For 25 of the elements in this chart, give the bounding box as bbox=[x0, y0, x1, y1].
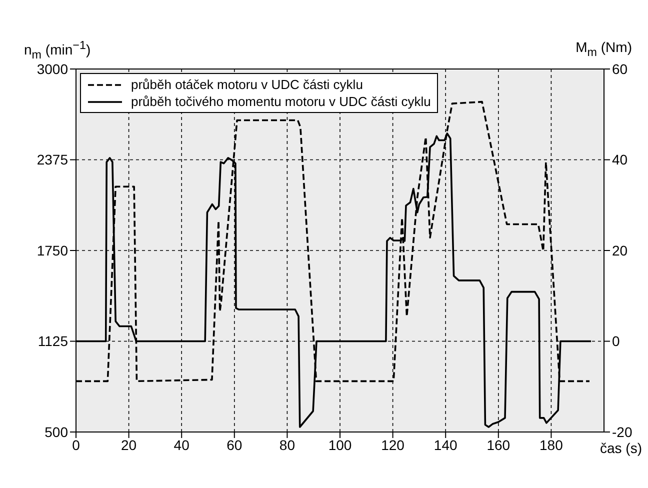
y2-tick-label: 20 bbox=[612, 242, 628, 258]
y2-tick-label: -20 bbox=[612, 424, 632, 440]
x-tick-label: 100 bbox=[328, 436, 352, 453]
y-tick-label: 2375 bbox=[36, 152, 68, 168]
x-tick-label: 140 bbox=[434, 436, 458, 453]
x-tick-label: 20 bbox=[121, 436, 137, 453]
y2-axis-title: M$_{m}$ (Nm) bbox=[576, 39, 632, 59]
x-tick-label: 60 bbox=[226, 436, 242, 453]
legend-label: průběh točivého momentu motoru v UDC části cyklu bbox=[131, 93, 431, 110]
y2-tick-label: 60 bbox=[612, 60, 628, 77]
y-tick-label: 1125 bbox=[38, 333, 68, 350]
x-tick-label: 80 bbox=[279, 436, 296, 453]
y2-tick-label: 0 bbox=[612, 333, 620, 350]
x-tick-label: 40 bbox=[174, 436, 190, 453]
y-tick-label: 500 bbox=[44, 424, 68, 440]
x-tick-label: 0 bbox=[72, 436, 80, 453]
y-tick-label: 1750 bbox=[36, 242, 68, 258]
y-axis-title: n$_{m}$ (min$^{−1}$) bbox=[24, 39, 91, 62]
y2-tick-label: 40 bbox=[612, 152, 628, 168]
x-tick-label: 120 bbox=[381, 436, 405, 453]
x-tick-label: 160 bbox=[486, 436, 510, 453]
x-tick-label: 180 bbox=[540, 436, 564, 453]
x-axis-title: čas (s) bbox=[600, 440, 642, 456]
legend-label: průběh otáček motoru v UDC části cyklu bbox=[131, 76, 363, 93]
y-tick-label: 3000 bbox=[36, 60, 68, 77]
